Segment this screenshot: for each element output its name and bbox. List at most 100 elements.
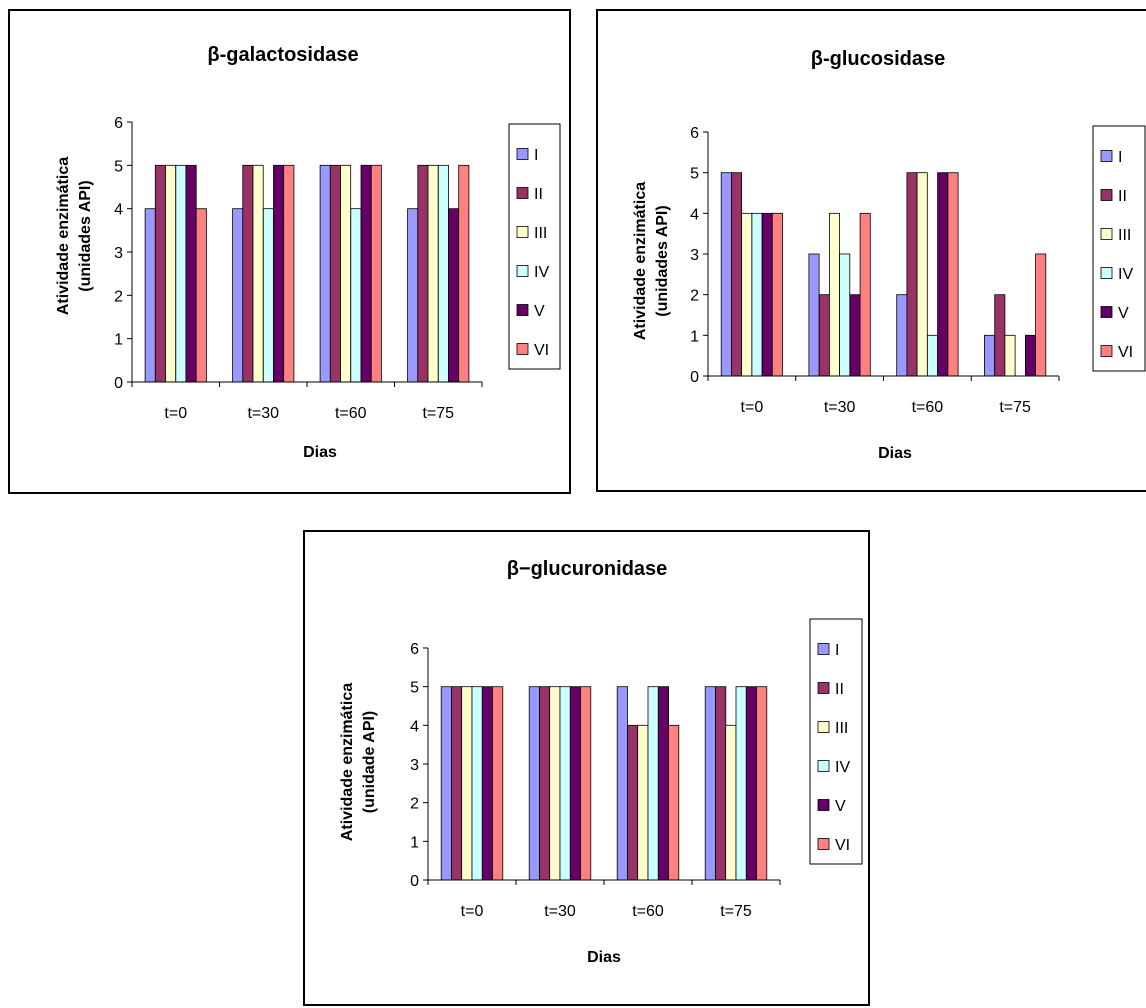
- y-tick-label: 0: [410, 873, 419, 890]
- x-tick-label: t=0: [164, 405, 187, 422]
- y-axis-label-line1: Atividade enzimática: [632, 182, 649, 340]
- chart-title: β-galactosidase: [207, 44, 358, 66]
- y-axis-label: Atividade enzimática (unidade API): [339, 683, 378, 841]
- legend-swatch-III: [817, 721, 830, 733]
- y-tick-label: 3: [114, 245, 123, 262]
- legend-swatch-IV: [516, 265, 529, 277]
- legend-label-V: V: [1118, 305, 1129, 322]
- y-tick-label: 1: [690, 328, 699, 345]
- legend-label-III: III: [1118, 227, 1131, 244]
- legend-label-VI: VI: [835, 837, 850, 854]
- legend-swatch-III: [516, 226, 529, 238]
- bar-I-t=0: [440, 686, 452, 881]
- bar-IV-t=30: [839, 253, 851, 377]
- legend-label-V: V: [534, 303, 545, 320]
- bar-I-t=60: [319, 164, 331, 383]
- bar-IV-t=75: [735, 686, 747, 881]
- legend-box: [809, 618, 863, 865]
- x-tick-label: t=30: [247, 405, 279, 422]
- bar-V-t=75: [448, 208, 460, 383]
- bar-III-t=30: [252, 164, 264, 383]
- legend-label-IV: IV: [835, 759, 850, 776]
- legend-label-I: I: [835, 642, 839, 659]
- legend-label-II: II: [1118, 188, 1127, 205]
- x-axis-label: Dias: [303, 444, 337, 461]
- legend-swatch-II: [1100, 189, 1113, 201]
- bar-III-t=60: [637, 724, 649, 881]
- bar-V-t=60: [360, 164, 372, 383]
- y-tick-label: 4: [690, 206, 699, 223]
- bar-VI-t=75: [756, 686, 768, 881]
- bar-III-t=75: [1004, 334, 1016, 377]
- bar-I-t=60: [896, 294, 908, 377]
- bar-IV-t=30: [262, 208, 274, 383]
- bar-III-t=75: [427, 164, 439, 383]
- bar-II-t=75: [994, 294, 1006, 377]
- chart-panel-galactosidase: β-galactosidase Atividade enzimática (un…: [8, 9, 571, 494]
- bar-II-t=75: [715, 686, 727, 881]
- y-tick-label: 5: [410, 680, 419, 697]
- bar-II-t=60: [329, 164, 341, 383]
- bar-III-t=30: [828, 212, 840, 377]
- x-tick-label: t=75: [720, 903, 752, 920]
- y-tick-label: 2: [114, 288, 123, 305]
- x-tick-label: t=0: [461, 903, 484, 920]
- y-tick-label: 6: [690, 125, 699, 142]
- legend-swatch-IV: [817, 760, 830, 772]
- legend-swatch-III: [1100, 228, 1113, 240]
- y-axis-label: Atividade enzimática (unidades API): [632, 182, 671, 340]
- bar-VI-t=30: [580, 686, 592, 881]
- bar-I-t=60: [616, 686, 628, 881]
- bar-V-t=0: [185, 164, 197, 383]
- bar-I-t=75: [407, 208, 419, 383]
- bar-II-t=30: [818, 294, 830, 377]
- y-axis-label-line2: (unidades API): [77, 180, 94, 291]
- y-tick-label: 6: [114, 115, 123, 132]
- x-axis-label: Dias: [878, 445, 912, 462]
- bar-IV-t=60: [350, 208, 362, 383]
- bar-III-t=75: [725, 724, 737, 881]
- legend-label-I: I: [1118, 149, 1122, 166]
- bar-VI-t=75: [458, 164, 470, 383]
- legend-box: [508, 123, 561, 370]
- bar-VI-t=60: [947, 172, 959, 377]
- bar-VI-t=30: [283, 164, 295, 383]
- bar-I-t=75: [983, 334, 995, 377]
- bar-IV-t=30: [559, 686, 571, 881]
- legend-label-II: II: [534, 186, 543, 203]
- bar-I-t=30: [528, 686, 540, 881]
- legend-swatch-VI: [817, 838, 830, 850]
- legend-label-I: I: [534, 147, 538, 164]
- x-tick-label: t=75: [422, 405, 454, 422]
- y-tick-label: 0: [114, 375, 123, 392]
- chart-title: β−glucuronidase: [507, 558, 668, 580]
- bar-IV-t=0: [471, 686, 483, 881]
- bar-IV-t=0: [751, 212, 763, 377]
- bar-II-t=60: [906, 172, 918, 377]
- bar-V-t=75: [1024, 334, 1036, 377]
- bar-I-t=0: [720, 172, 732, 377]
- legend-swatch-I: [516, 148, 529, 160]
- y-tick-label: 2: [690, 288, 699, 305]
- bar-VI-t=0: [771, 212, 783, 377]
- bar-V-t=60: [657, 686, 669, 881]
- y-tick-label: 3: [410, 757, 419, 774]
- bar-VI-t=30: [859, 212, 871, 377]
- x-tick-label: t=0: [741, 399, 764, 416]
- legend-label-II: II: [835, 681, 844, 698]
- bar-IV-t=75: [437, 164, 449, 383]
- chart-title: β-glucosidase: [811, 48, 945, 70]
- bar-V-t=30: [273, 164, 285, 383]
- legend-swatch-I: [817, 643, 830, 655]
- y-tick-label: 4: [114, 202, 123, 219]
- y-axis-label-line2: (unidades API): [654, 205, 671, 316]
- bar-II-t=75: [417, 164, 429, 383]
- bar-III-t=60: [340, 164, 352, 383]
- bar-III-t=30: [549, 686, 561, 881]
- y-tick-label: 1: [114, 332, 123, 349]
- bar-V-t=75: [745, 686, 757, 881]
